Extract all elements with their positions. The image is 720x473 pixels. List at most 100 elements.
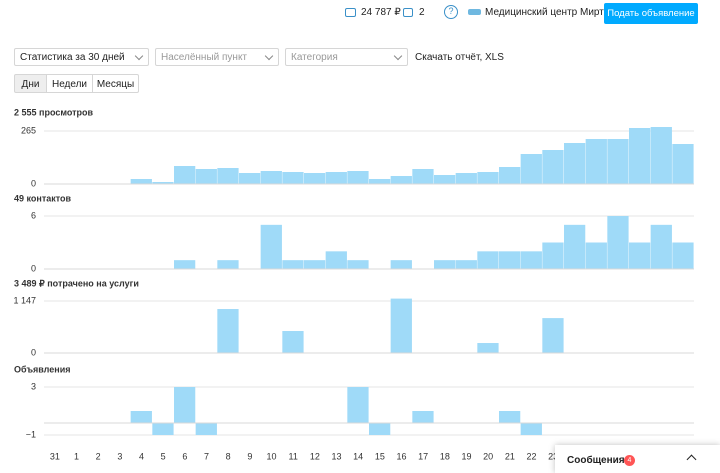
x-tick-label: 16 <box>396 451 406 461</box>
messages-panel[interactable]: Сообщения 4 <box>555 445 720 473</box>
bar <box>195 169 217 184</box>
x-tick-label: 13 <box>331 451 341 461</box>
y-tick-label: 0 <box>31 178 36 188</box>
chart-title: Объявления <box>14 364 71 374</box>
bar <box>347 387 369 423</box>
bar <box>499 411 521 423</box>
x-tick-label: 19 <box>461 451 471 461</box>
bar <box>455 260 477 269</box>
bar <box>499 167 521 184</box>
bar <box>347 260 369 269</box>
bar <box>455 173 477 184</box>
messages-title: Сообщения <box>567 455 625 466</box>
bar <box>542 318 564 353</box>
x-tick-label: 21 <box>505 451 515 461</box>
period-select[interactable]: Статистика за 30 дней <box>14 48 149 66</box>
bar <box>412 411 434 423</box>
bar <box>477 172 499 184</box>
y-tick-label: −1 <box>26 429 36 439</box>
x-tick-label: 22 <box>526 451 536 461</box>
bar <box>434 175 456 184</box>
x-tick-label: 18 <box>440 451 450 461</box>
collapse-icon[interactable] <box>686 454 697 465</box>
x-tick-label: 20 <box>483 451 493 461</box>
bar <box>477 343 499 353</box>
promo-icon <box>403 8 413 17</box>
bar <box>629 242 651 269</box>
post-button[interactable]: Подать объявление <box>604 3 698 24</box>
x-tick-label: 8 <box>226 451 231 461</box>
bar <box>174 260 196 269</box>
x-tick-label: 31 <box>50 451 60 461</box>
x-tick-label: 4 <box>139 451 144 461</box>
bar <box>412 169 434 184</box>
x-tick-label: 15 <box>375 451 385 461</box>
bar <box>629 128 651 184</box>
bar <box>282 172 304 184</box>
balance[interactable]: 24 787 ₽ <box>361 7 401 18</box>
bar <box>477 251 499 269</box>
bar <box>390 298 412 353</box>
company-name[interactable]: Медицинский центр Мирт <box>485 7 604 18</box>
bar <box>282 331 304 353</box>
bar <box>217 309 239 353</box>
x-tick-label: 3 <box>117 451 122 461</box>
category-select[interactable]: Категория <box>285 48 408 66</box>
city-select[interactable]: Населённый пункт <box>155 48 279 66</box>
tab[interactable]: Дни <box>14 74 47 93</box>
bar <box>347 171 369 184</box>
bar <box>174 166 196 184</box>
messages-badge: 4 <box>624 455 635 466</box>
bar <box>520 423 542 435</box>
bar <box>325 172 347 184</box>
bar <box>217 260 239 269</box>
bar <box>585 242 607 269</box>
bar <box>130 179 152 184</box>
bar <box>152 423 174 435</box>
x-tick-label: 11 <box>288 451 297 461</box>
wallet-icon <box>345 8 356 17</box>
bar <box>434 260 456 269</box>
bar <box>260 171 282 184</box>
chart-title: 2 555 просмотров <box>14 107 94 117</box>
report-link[interactable]: Скачать отчёт, XLS <box>415 52 504 63</box>
x-tick-label: 7 <box>204 451 209 461</box>
bar <box>607 139 629 184</box>
bar <box>239 173 261 184</box>
x-tick-label: 2 <box>96 451 101 461</box>
bar <box>542 242 564 269</box>
bar <box>564 224 586 269</box>
bar <box>585 139 607 184</box>
y-tick-label: 0 <box>31 347 36 357</box>
chart-title: 3 489 ₽ потрачено на услуги <box>14 278 139 288</box>
tab[interactable]: Недели <box>46 74 93 93</box>
x-tick-label: 17 <box>418 451 428 461</box>
bar <box>542 150 564 184</box>
promo-count[interactable]: 2 <box>419 7 425 18</box>
bar <box>390 176 412 184</box>
bar <box>390 260 412 269</box>
bar <box>304 173 326 184</box>
bar <box>282 260 304 269</box>
bar <box>217 168 239 184</box>
bar <box>195 423 217 435</box>
bar <box>130 411 152 423</box>
x-tick-label: 10 <box>266 451 276 461</box>
x-tick-label: 1 <box>74 451 79 461</box>
x-tick-label: 9 <box>247 451 252 461</box>
bar <box>520 154 542 184</box>
tab[interactable]: Месяцы <box>92 74 139 93</box>
bar <box>520 251 542 269</box>
company-icon <box>468 9 481 15</box>
help-button[interactable]: ? <box>444 5 458 19</box>
y-tick-label: 265 <box>21 125 36 135</box>
x-tick-label: 6 <box>182 451 187 461</box>
bar <box>260 224 282 269</box>
bar <box>369 179 391 184</box>
bar <box>672 144 694 184</box>
bar <box>650 224 672 269</box>
x-tick-label: 5 <box>161 451 166 461</box>
bar <box>672 242 694 269</box>
y-tick-label: 1 147 <box>13 295 36 305</box>
